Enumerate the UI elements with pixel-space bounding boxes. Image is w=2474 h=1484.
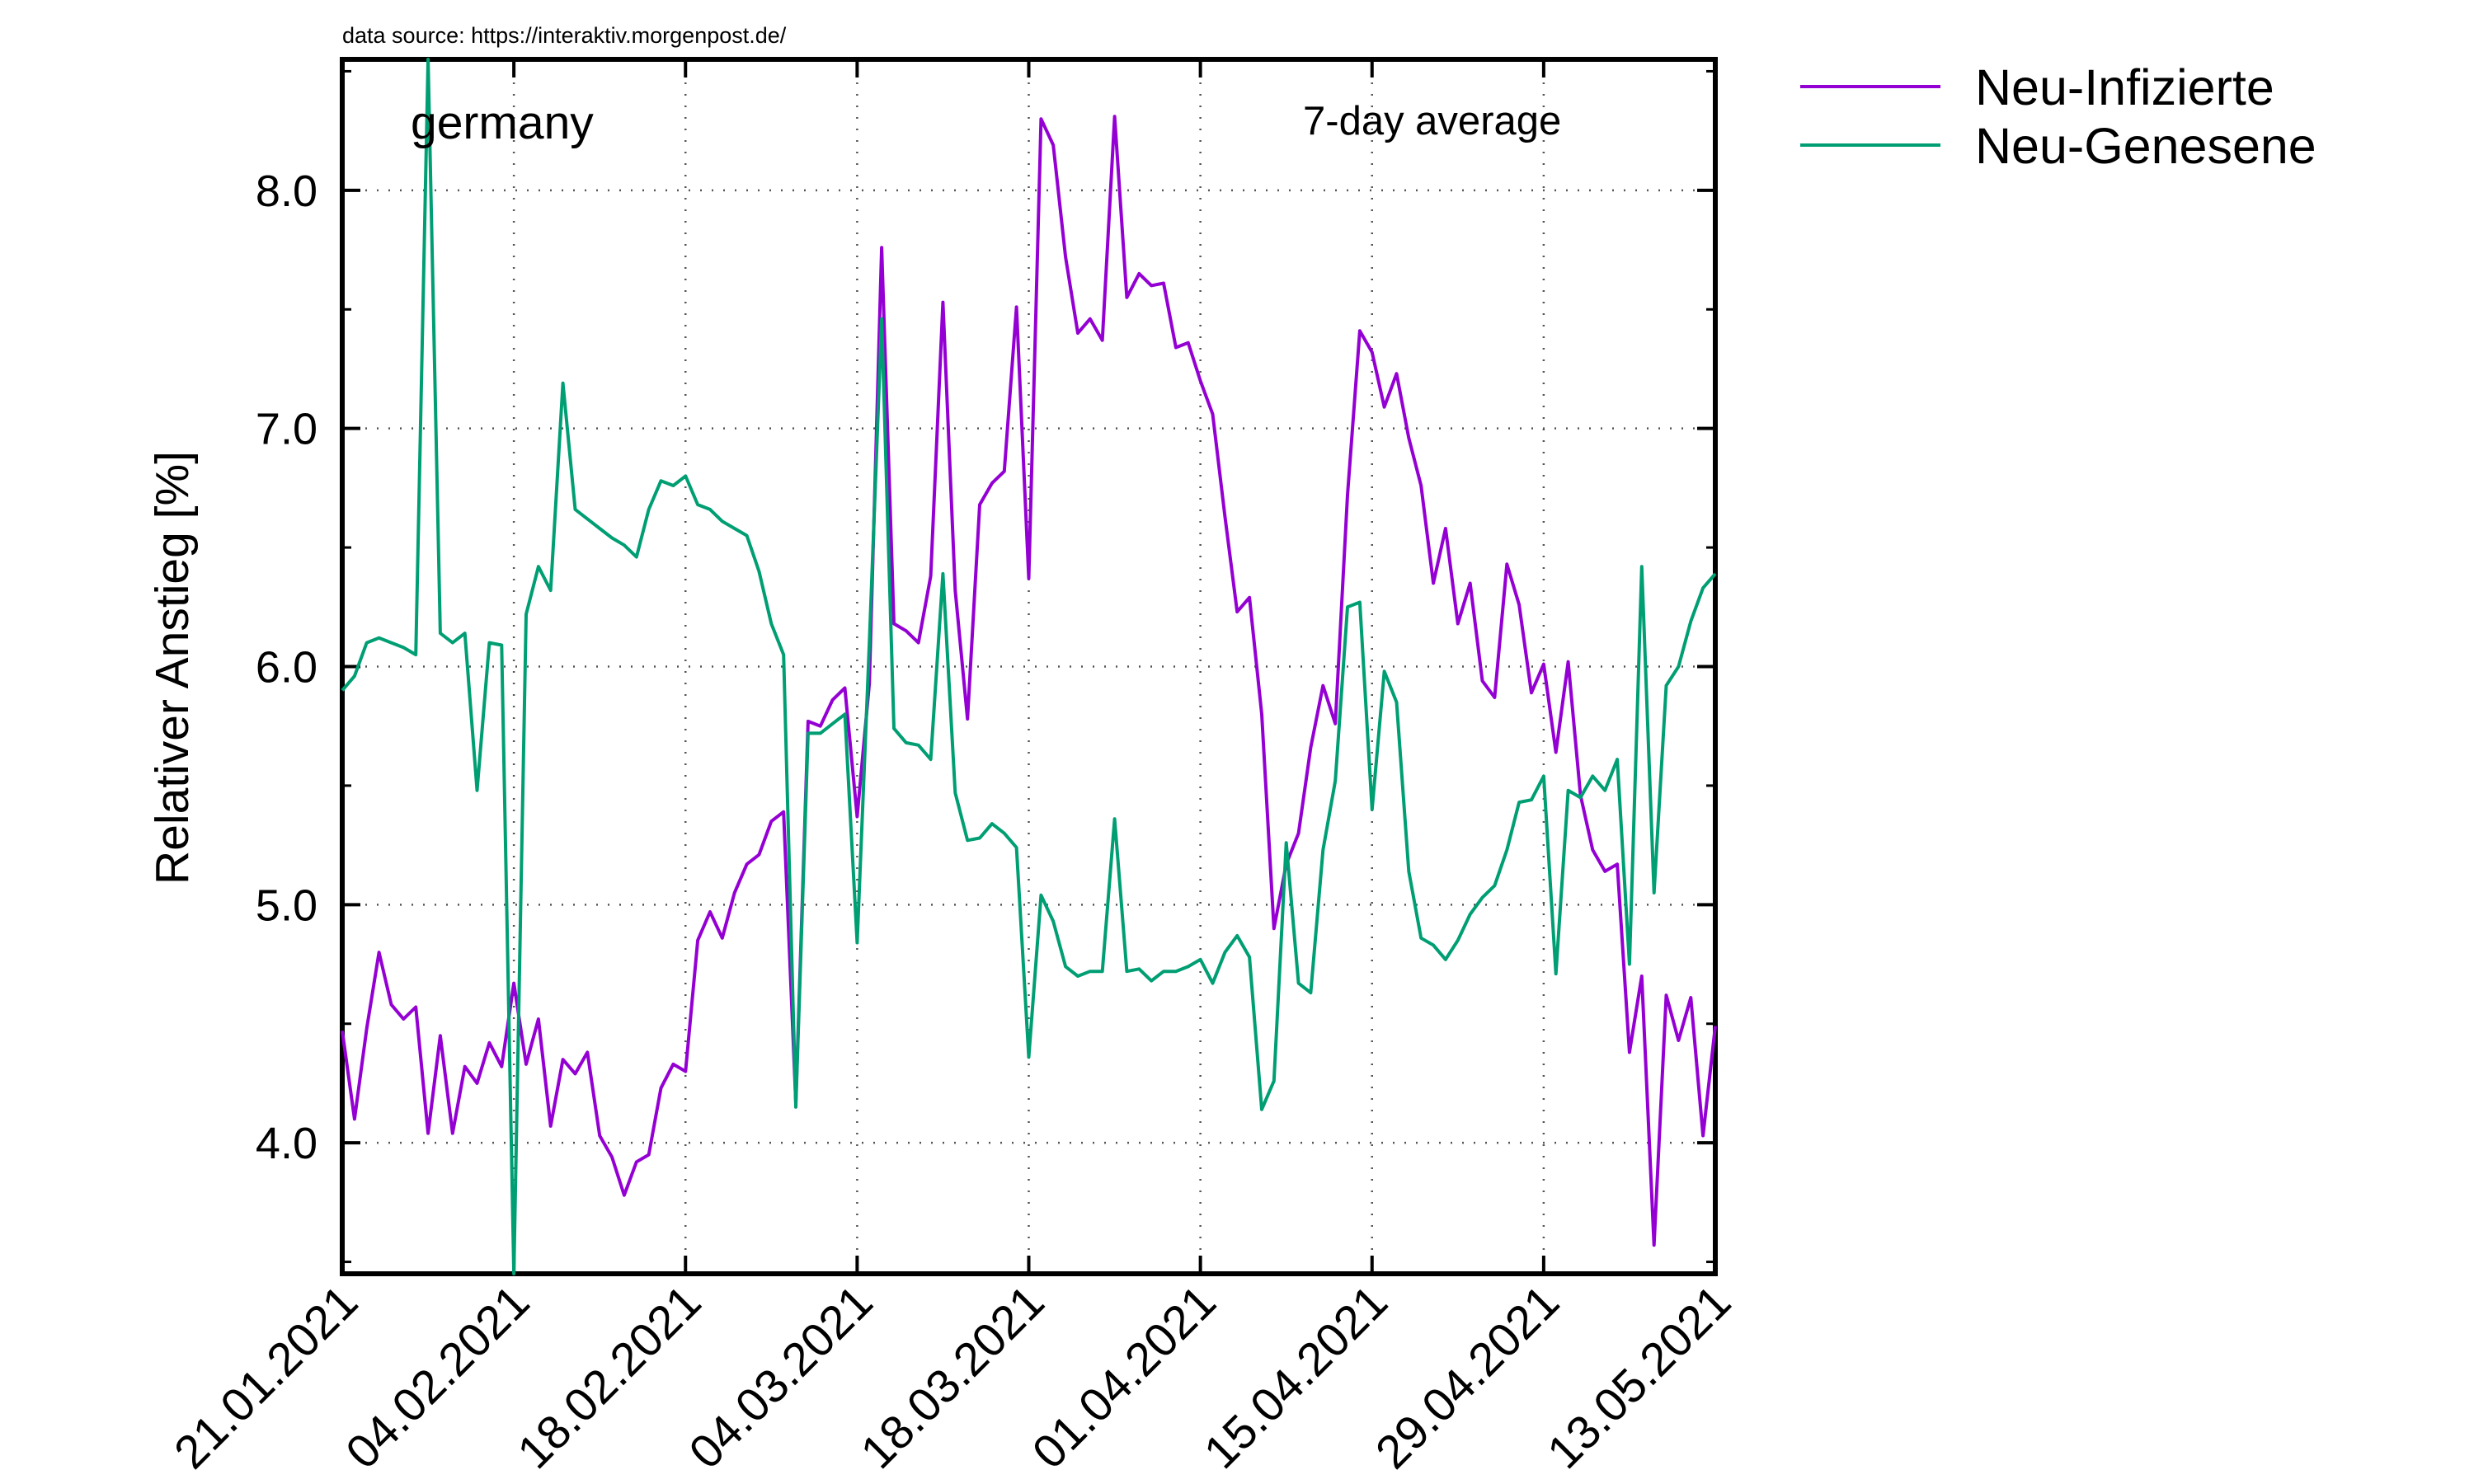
x-tick-label: 15.04.2021 [1194, 1275, 1398, 1479]
series-lines [341, 58, 1717, 1275]
y-tick-label: 5.0 [256, 881, 317, 930]
x-tick-label: 18.03.2021 [851, 1275, 1055, 1479]
legend-label: Neu-Infizierte [1975, 59, 2274, 115]
y-tick-label: 6.0 [256, 643, 317, 693]
data-source-note: data source: https://interaktiv.morgenpo… [342, 23, 787, 48]
x-tick-label: 29.04.2021 [1366, 1275, 1569, 1479]
series-line-neu-infizierte [341, 115, 1717, 1247]
y-tick-label: 4.0 [256, 1119, 317, 1168]
x-tick-label: 21.01.2021 [164, 1275, 368, 1479]
region-label: germany [411, 96, 594, 149]
y-axis-label: Relativer Anstieg [%] [146, 451, 199, 885]
x-tick-labels: 21.01.202104.02.202118.02.202104.03.2021… [164, 1275, 1741, 1479]
x-tick-label: 04.02.2021 [336, 1275, 539, 1479]
y-tick-label: 8.0 [256, 167, 317, 216]
x-tick-label: 01.04.2021 [1023, 1275, 1226, 1479]
y-tick-labels: 4.0 5.0 6.0 7.0 8.0 [256, 167, 317, 1168]
grid-lines [341, 59, 1717, 1274]
x-tick-label: 04.03.2021 [680, 1275, 883, 1479]
legend-label: Neu-Genesene [1975, 118, 2316, 174]
x-tick-label: 13.05.2021 [1537, 1275, 1741, 1479]
x-tick-label: 18.02.2021 [507, 1275, 711, 1479]
average-annotation: 7-day average [1303, 99, 1561, 143]
series-line-neu-genesene [341, 58, 1717, 1275]
axis-ticks [341, 59, 1717, 1274]
y-tick-label: 7.0 [256, 405, 317, 454]
